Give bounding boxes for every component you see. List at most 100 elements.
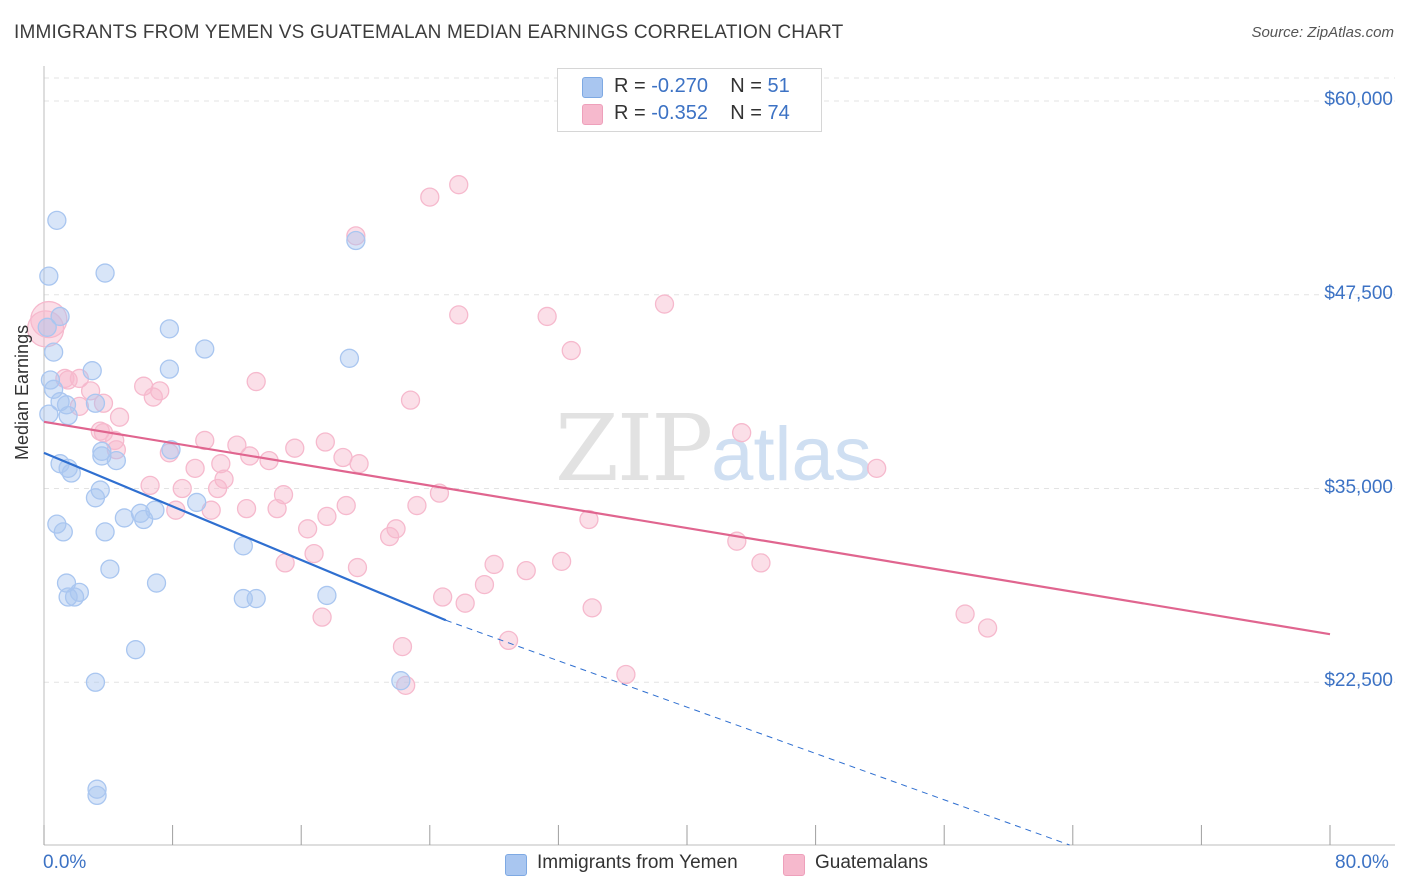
guatemalan-point [449, 175, 469, 195]
x-tick-label-max: 80.0% [1335, 852, 1389, 873]
yemen-point [53, 522, 73, 542]
bottom-legend-yemen[interactable]: Immigrants from Yemen [505, 852, 765, 876]
guatemalan-point [433, 587, 453, 607]
guatemalan-point [484, 554, 504, 575]
guatemalan-point [977, 618, 998, 638]
yemen-point [106, 450, 126, 471]
guatemalan-point [267, 498, 287, 519]
guatemalan-point [516, 561, 536, 581]
yemen-point [339, 348, 360, 368]
yemen-point [95, 263, 115, 283]
guatemalan-point [455, 593, 475, 613]
guatemalan-point [285, 438, 305, 458]
legend-n-value: 51 [767, 75, 790, 97]
bottom-legend-guatemalans[interactable]: Guatemalans [783, 852, 953, 876]
guatemalan-point [80, 381, 101, 401]
guatemalan-point [346, 226, 366, 246]
legend-n-label: N = [730, 102, 768, 124]
yemen-trend-line [43, 451, 447, 622]
guatemalan-point [333, 447, 353, 468]
guatemalan-point [561, 340, 581, 361]
guatemalan-point [336, 495, 356, 516]
guatemalan-point [236, 498, 257, 519]
bottom-legend-label-yemen: Immigrants from Yemen [537, 852, 738, 873]
yemen-point [92, 446, 112, 466]
guatemalan-point [579, 509, 599, 530]
guatemalan-point [246, 371, 266, 392]
guatemalan-point [315, 432, 335, 452]
guatemalan-point [159, 443, 180, 463]
bottom-legend-label-guatemalans: Guatemalans [815, 852, 929, 873]
guatemalan-point [317, 506, 337, 527]
guatemalan-point [386, 519, 406, 539]
yemen-point [161, 440, 181, 460]
yemen-point [95, 522, 115, 542]
correlation-legend: R = -0.270 N = 51 R = -0.352 N = 74 [557, 68, 822, 132]
guatemalan-point [297, 519, 318, 539]
yemen-point [125, 640, 146, 660]
y-tick-label: $47,500 [1324, 282, 1393, 304]
yemen-point [317, 585, 337, 606]
yemen-point [187, 492, 207, 513]
chart-title: IMMIGRANTS FROM YEMEN VS GUATEMALAN MEDI… [14, 22, 844, 43]
guatemalan-point [582, 598, 602, 618]
bottom-legend-swatch-guatemalans [783, 854, 805, 876]
watermark: ZIPatlas [555, 395, 872, 502]
trend-lines [43, 420, 1331, 846]
guatemalan-point [349, 454, 369, 474]
legend-n-value: 74 [767, 102, 790, 124]
yemen-point [87, 785, 107, 806]
yemen-point [69, 582, 90, 602]
guatemalan-point [347, 557, 368, 578]
guatemalan-point [172, 478, 192, 499]
yemen-point [159, 359, 180, 379]
x-tick-label-min: 0.0% [43, 852, 87, 873]
guatemalan-point [207, 478, 228, 499]
yemen-point [114, 508, 135, 528]
guatemalan-point [93, 393, 114, 413]
y-tick-label: $22,500 [1324, 670, 1393, 692]
yemen-point [195, 339, 215, 359]
guatemalan-point [551, 551, 572, 571]
y-axis-title: Median Earnings [12, 324, 32, 460]
watermark-atlas: atlas [711, 412, 872, 497]
yemen-point [82, 361, 102, 381]
guatemalan-point [312, 607, 332, 627]
yemen-point [145, 500, 165, 520]
yemen-point [391, 671, 411, 691]
guatemalan-trend-line [43, 420, 1331, 636]
yemen-point [43, 379, 64, 399]
yemen-point [85, 393, 106, 413]
y-tick-label: $35,000 [1324, 476, 1393, 498]
guatemalan-point [732, 423, 752, 443]
yemen-point [43, 342, 64, 362]
yemen-point [100, 559, 120, 579]
y-tick-label: $60,000 [1324, 89, 1393, 110]
guatemalan-point [379, 526, 400, 547]
data-points [26, 175, 998, 806]
guatemalan-point [449, 305, 469, 325]
yemen-point [85, 488, 106, 508]
guatemalan-point [211, 454, 231, 474]
yemen-point [37, 317, 57, 337]
yemen-point [58, 405, 78, 426]
guatemalan-point [616, 664, 636, 685]
yemen-point [85, 672, 106, 692]
yemen-point [39, 404, 59, 424]
yemen-point [58, 587, 78, 607]
guatemalan-point [392, 636, 413, 657]
guatemalan-point [185, 458, 205, 479]
guatemalan-point [955, 604, 975, 624]
yemen-point [47, 514, 67, 534]
bottom-legend-swatch-yemen [505, 854, 527, 876]
guatemalan-point [400, 390, 421, 410]
yemen-point [346, 230, 366, 251]
yemen-point [159, 319, 180, 339]
guatemalan-point [474, 574, 495, 595]
yemen-point [87, 779, 107, 799]
yemen-point [146, 573, 167, 593]
axes [43, 66, 1395, 846]
guatemalan-point [143, 387, 163, 407]
legend-r-value: -0.270 [651, 75, 708, 97]
